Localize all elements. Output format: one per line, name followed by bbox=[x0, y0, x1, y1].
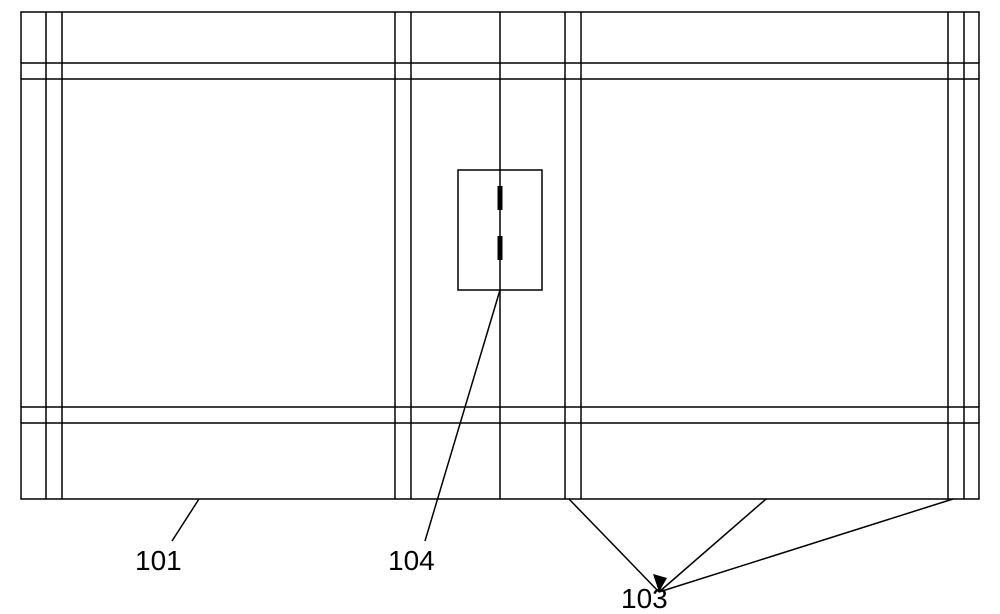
leader-line-104 bbox=[425, 290, 500, 541]
leader-line-101 bbox=[172, 499, 199, 541]
leader-line-103-2 bbox=[659, 499, 953, 592]
label-103: 103 bbox=[621, 583, 668, 614]
label-104: 104 bbox=[388, 545, 435, 576]
label-101: 101 bbox=[135, 545, 182, 576]
leader-line-103-1 bbox=[659, 499, 766, 592]
leader-line-103-0 bbox=[569, 499, 659, 592]
